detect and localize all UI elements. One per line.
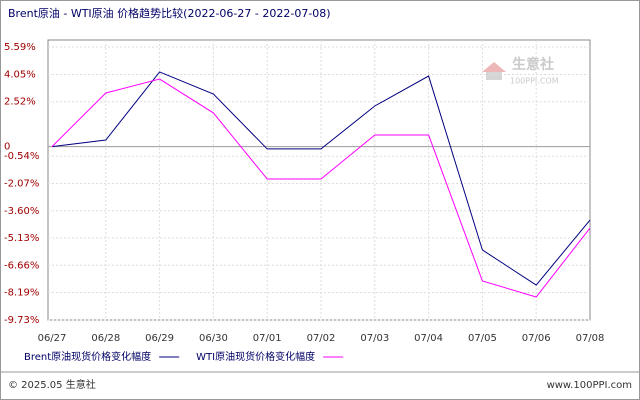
- watermark-name: 生意社: [512, 56, 554, 73]
- watermark-logo: [486, 72, 502, 80]
- legend-label: WTI原油现货价格变化幅度: [196, 350, 315, 363]
- y-tick-label: -2.07%: [4, 179, 39, 190]
- x-tick-label: 07/06: [522, 333, 551, 344]
- x-tick-label: 07/05: [468, 333, 497, 344]
- watermark-site: 100PPI.COM: [510, 77, 559, 86]
- chart-title: Brent原油 - WTI原油 价格趋势比较(2022-06-27 - 2022…: [8, 6, 331, 20]
- y-tick-label: -9.73%: [4, 315, 39, 326]
- x-tick-label: 06/29: [145, 333, 174, 344]
- y-tick-label: -0.54%: [4, 151, 39, 162]
- x-tick-label: 06/27: [38, 333, 67, 344]
- x-tick-label: 07/04: [414, 333, 443, 344]
- y-tick-label: -6.66%: [4, 260, 39, 271]
- series-line: [51, 71, 591, 286]
- y-tick-label: 2.52%: [4, 97, 36, 108]
- y-tick-label: -5.13%: [4, 233, 39, 244]
- footer-site: www.100PPI.com: [547, 380, 632, 391]
- footer-copyright: © 2025.05 生意社: [8, 378, 96, 391]
- x-tick-label: 07/08: [576, 333, 605, 344]
- plot-area: [47, 39, 591, 321]
- y-tick-label: 4.05%: [4, 69, 36, 80]
- y-tick-label: -3.60%: [4, 206, 39, 217]
- x-tick-label: 07/03: [360, 333, 389, 344]
- y-tick-label: -8.19%: [4, 288, 39, 299]
- watermark: 生意社 100PPI.COM: [482, 56, 559, 86]
- y-tick-label: 5.59%: [4, 42, 36, 53]
- x-tick-label: 06/30: [199, 333, 228, 344]
- y-tick-label: 0: [4, 142, 10, 153]
- legend-label: Brent原油现货价格变化幅度: [24, 350, 151, 363]
- x-tick-label: 07/02: [307, 333, 336, 344]
- watermark-logo: [482, 62, 506, 72]
- series-line: [51, 78, 591, 298]
- x-tick-label: 06/28: [91, 333, 120, 344]
- x-tick-label: 07/01: [253, 333, 282, 344]
